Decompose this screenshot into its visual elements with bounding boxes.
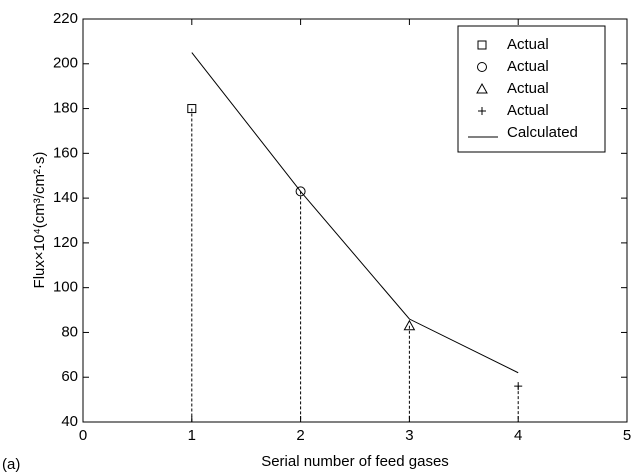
data-point [403, 319, 416, 331]
y-tick-label: 120 [53, 234, 78, 251]
y-tick-label: 160 [53, 144, 78, 161]
y-tick-label: 200 [53, 55, 78, 72]
x-axis-label: Serial number of feed gases [261, 453, 449, 470]
x-tick-label: 4 [514, 427, 522, 444]
y-tick-label: 140 [53, 189, 78, 206]
x-tick-label: 2 [296, 427, 304, 444]
annotation: (a) [2, 456, 20, 473]
legend-swatch [477, 40, 487, 50]
data-point [187, 104, 197, 114]
legend-label: Actual [507, 36, 549, 53]
legend-swatch [476, 82, 488, 94]
x-tick-label: 1 [188, 427, 196, 444]
y-tick-label: 100 [53, 279, 78, 296]
y-axis-label: Flux×10⁴(cm³/cm²·s) [31, 152, 48, 289]
legend-label: Actual [507, 80, 549, 97]
data-point [295, 186, 306, 197]
y-tick-label: 40 [61, 413, 78, 430]
x-tick-label: 3 [405, 427, 413, 444]
y-tick-label: 220 [53, 10, 78, 27]
calculated-line [191, 52, 519, 374]
plot-frame [82, 18, 628, 423]
data-point [514, 382, 523, 391]
y-tick-label: 180 [53, 100, 78, 117]
legend-label: Actual [507, 102, 549, 119]
legend-swatch [478, 107, 486, 115]
legend-label: Actual [507, 58, 549, 75]
legend-box [457, 25, 606, 153]
legend-label: Calculated [507, 124, 578, 141]
y-tick-label: 60 [61, 368, 78, 385]
x-tick-label: 5 [623, 427, 631, 444]
y-tick-label: 80 [61, 323, 78, 340]
x-tick-label: 0 [79, 427, 87, 444]
legend-swatch [477, 62, 487, 72]
